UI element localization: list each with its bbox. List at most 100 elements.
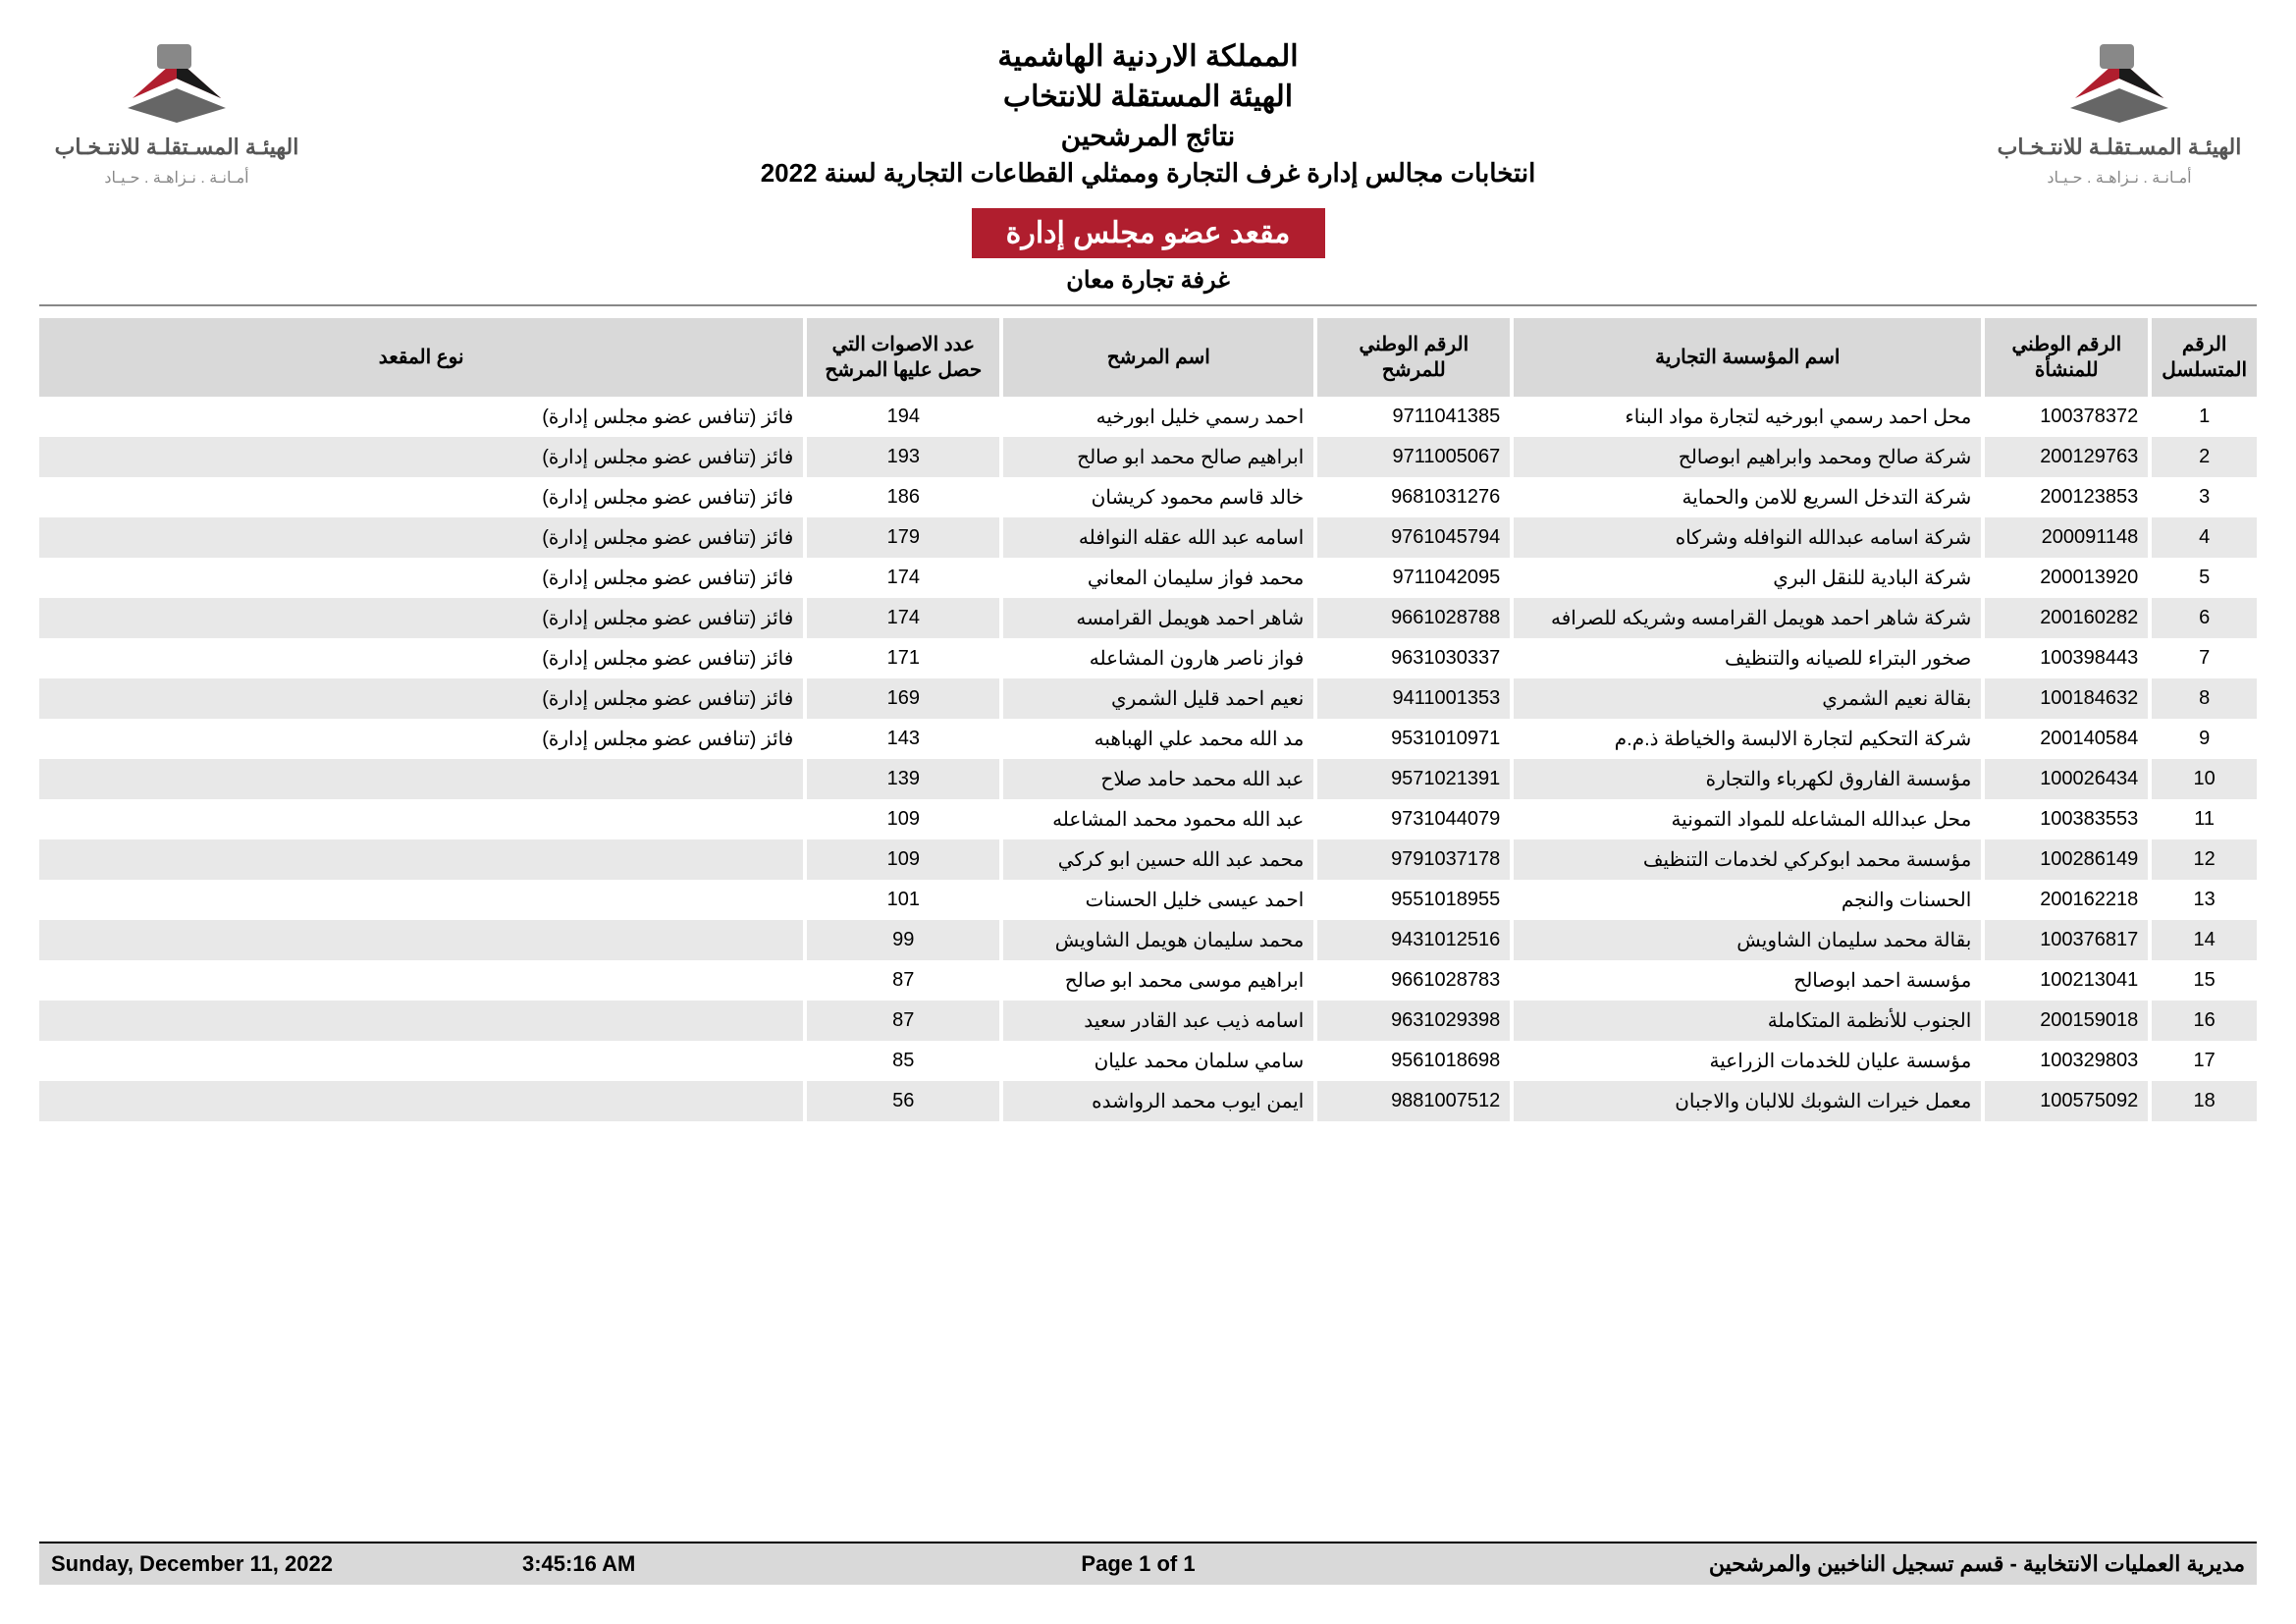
cell-seat-type [39, 1081, 805, 1121]
cell-cand-natid: 9531010971 [1315, 719, 1512, 759]
cell-est-natid: 200160282 [1983, 598, 2150, 638]
cell-votes: 85 [805, 1041, 1001, 1081]
table-row: 13200162218الحسنات والنجم9551018955احمد … [39, 880, 2257, 920]
table-row: 11100383553محل عبدالله المشاعله للمواد ا… [39, 799, 2257, 839]
col-est-name: اسم المؤسسة التجارية [1512, 318, 1983, 397]
cell-serial: 12 [2150, 839, 2257, 880]
col-serial: الرقم المتسلسل [2150, 318, 2257, 397]
table-row: 3200123853شركة التدخل السريع للامن والحم… [39, 477, 2257, 517]
cell-est-natid: 100329803 [1983, 1041, 2150, 1081]
cell-seat-type [39, 1041, 805, 1081]
logo-left: الهيئـة المسـتقلـة للانتـخـاب أمـانـة . … [39, 39, 314, 188]
cell-serial: 18 [2150, 1081, 2257, 1121]
col-seat-type: نوع المقعد [39, 318, 805, 397]
cell-cand-name: سامي سلمان محمد عليان [1001, 1041, 1315, 1081]
cell-cand-natid: 9561018698 [1315, 1041, 1512, 1081]
cell-est-natid: 200140584 [1983, 719, 2150, 759]
cell-est-name: مؤسسة احمد ابوصالح [1512, 960, 1983, 1001]
cell-serial: 10 [2150, 759, 2257, 799]
table-row: 6200160282شركة شاهر احمد هويمل القرامسه … [39, 598, 2257, 638]
col-votes: عدد الاصوات التي حصل عليها المرشح [805, 318, 1001, 397]
cell-cand-natid: 9791037178 [1315, 839, 1512, 880]
cell-est-name: شركة شاهر احمد هويمل القرامسه وشريكه للص… [1512, 598, 1983, 638]
cell-serial: 13 [2150, 880, 2257, 920]
cell-est-natid: 200013920 [1983, 558, 2150, 598]
cell-cand-name: اسامه ذيب عبد القادر سعيد [1001, 1001, 1315, 1041]
cell-est-natid: 100376817 [1983, 920, 2150, 960]
cell-cand-natid: 9661028788 [1315, 598, 1512, 638]
table-row: 10100026434مؤسسة الفاروق لكهرباء والتجار… [39, 759, 2257, 799]
col-est-natid: الرقم الوطني للمنشأة [1983, 318, 2150, 397]
cell-cand-name: خالد قاسم محمود كريشان [1001, 477, 1315, 517]
cell-cand-name: عبد الله محمد حامد صلاح [1001, 759, 1315, 799]
cell-seat-type [39, 1001, 805, 1041]
cell-est-name: محل احمد رسمي ابورخيه لتجارة مواد البناء [1512, 397, 1983, 437]
cell-cand-name: محمد عبد الله حسين ابو كركي [1001, 839, 1315, 880]
cell-votes: 174 [805, 598, 1001, 638]
logo-right: الهيئـة المسـتقلـة للانتـخـاب أمـانـة . … [1982, 39, 2257, 188]
logo-sub-text: أمـانـة . نـزاهـة . حـيـاد [2047, 168, 2191, 188]
cell-cand-natid: 9631030337 [1315, 638, 1512, 678]
center-titles: المملكة الاردنية الهاشمية الهيئة المستقل… [314, 39, 1982, 189]
cell-seat-type: فائز (تنافس عضو مجلس إدارة) [39, 678, 805, 719]
title-commission: الهيئة المستقلة للانتخاب [334, 80, 1962, 114]
cell-cand-natid: 9431012516 [1315, 920, 1512, 960]
title-kingdom: المملكة الاردنية الهاشمية [334, 39, 1962, 74]
cell-serial: 11 [2150, 799, 2257, 839]
cell-seat-type [39, 799, 805, 839]
cell-est-name: صخور البتراء للصيانه والتنظيف [1512, 638, 1983, 678]
cell-cand-name: محمد فواز سليمان المعاني [1001, 558, 1315, 598]
cell-votes: 109 [805, 839, 1001, 880]
cell-serial: 9 [2150, 719, 2257, 759]
cell-est-natid: 100026434 [1983, 759, 2150, 799]
cell-est-natid: 100398443 [1983, 638, 2150, 678]
title-election: انتخابات مجالس إدارة غرف التجارة وممثلي … [334, 158, 1962, 189]
cell-seat-type: فائز (تنافس عضو مجلس إدارة) [39, 638, 805, 678]
header-row: الهيئـة المسـتقلـة للانتـخـاب أمـانـة . … [39, 39, 2257, 189]
cell-votes: 171 [805, 638, 1001, 678]
cell-est-name: بقالة محمد سليمان الشاويش [1512, 920, 1983, 960]
col-cand-name: اسم المرشح [1001, 318, 1315, 397]
table-row: 7100398443صخور البتراء للصيانه والتنظيف9… [39, 638, 2257, 678]
table-row: 17100329803مؤسسة عليان للخدمات الزراعية9… [39, 1041, 2257, 1081]
cell-votes: 56 [805, 1081, 1001, 1121]
cell-cand-name: احمد عيسى خليل الحسنات [1001, 880, 1315, 920]
chamber-name: غرفة تجارة معان [39, 258, 2257, 306]
cell-serial: 1 [2150, 397, 2257, 437]
cell-seat-type [39, 759, 805, 799]
table-row: 1100378372محل احمد رسمي ابورخيه لتجارة م… [39, 397, 2257, 437]
results-table: الرقم المتسلسل الرقم الوطني للمنشأة اسم … [39, 318, 2257, 1121]
table-row: 9200140584شركة التحكيم لتجارة الالبسة وا… [39, 719, 2257, 759]
cell-serial: 14 [2150, 920, 2257, 960]
cell-cand-natid: 9711041385 [1315, 397, 1512, 437]
footer-dept: مديرية العمليات الانتخابية - قسم تسجيل ا… [1538, 1551, 2245, 1577]
cell-cand-natid: 9631029398 [1315, 1001, 1512, 1041]
cell-cand-natid: 9711005067 [1315, 437, 1512, 477]
footer: Sunday, December 11, 2022 3:45:16 AM Pag… [39, 1542, 2257, 1585]
footer-date: Sunday, December 11, 2022 [51, 1551, 522, 1577]
cell-cand-natid: 9761045794 [1315, 517, 1512, 558]
cell-cand-name: ابراهيم صالح محمد ابو صالح [1001, 437, 1315, 477]
cell-cand-name: شاهر احمد هويمل القرامسه [1001, 598, 1315, 638]
cell-cand-name: احمد رسمي خليل ابورخيه [1001, 397, 1315, 437]
cell-est-name: شركة التدخل السريع للامن والحماية [1512, 477, 1983, 517]
cell-seat-type: فائز (تنافس عضو مجلس إدارة) [39, 437, 805, 477]
cell-est-name: محل عبدالله المشاعله للمواد التمونية [1512, 799, 1983, 839]
cell-est-natid: 200129763 [1983, 437, 2150, 477]
cell-serial: 6 [2150, 598, 2257, 638]
cell-cand-natid: 9711042095 [1315, 558, 1512, 598]
table-row: 2200129763شركة صالح ومحمد وابراهيم ابوصا… [39, 437, 2257, 477]
cell-est-natid: 100184632 [1983, 678, 2150, 719]
cell-serial: 3 [2150, 477, 2257, 517]
logo-icon [118, 39, 236, 128]
cell-seat-type [39, 839, 805, 880]
cell-votes: 109 [805, 799, 1001, 839]
cell-cand-name: اسامه عبد الله عقله النوافله [1001, 517, 1315, 558]
cell-seat-type: فائز (تنافس عضو مجلس إدارة) [39, 477, 805, 517]
cell-serial: 5 [2150, 558, 2257, 598]
cell-est-natid: 200159018 [1983, 1001, 2150, 1041]
cell-est-natid: 100213041 [1983, 960, 2150, 1001]
cell-seat-type: فائز (تنافس عضو مجلس إدارة) [39, 558, 805, 598]
cell-seat-type: فائز (تنافس عضو مجلس إدارة) [39, 598, 805, 638]
cell-votes: 87 [805, 1001, 1001, 1041]
